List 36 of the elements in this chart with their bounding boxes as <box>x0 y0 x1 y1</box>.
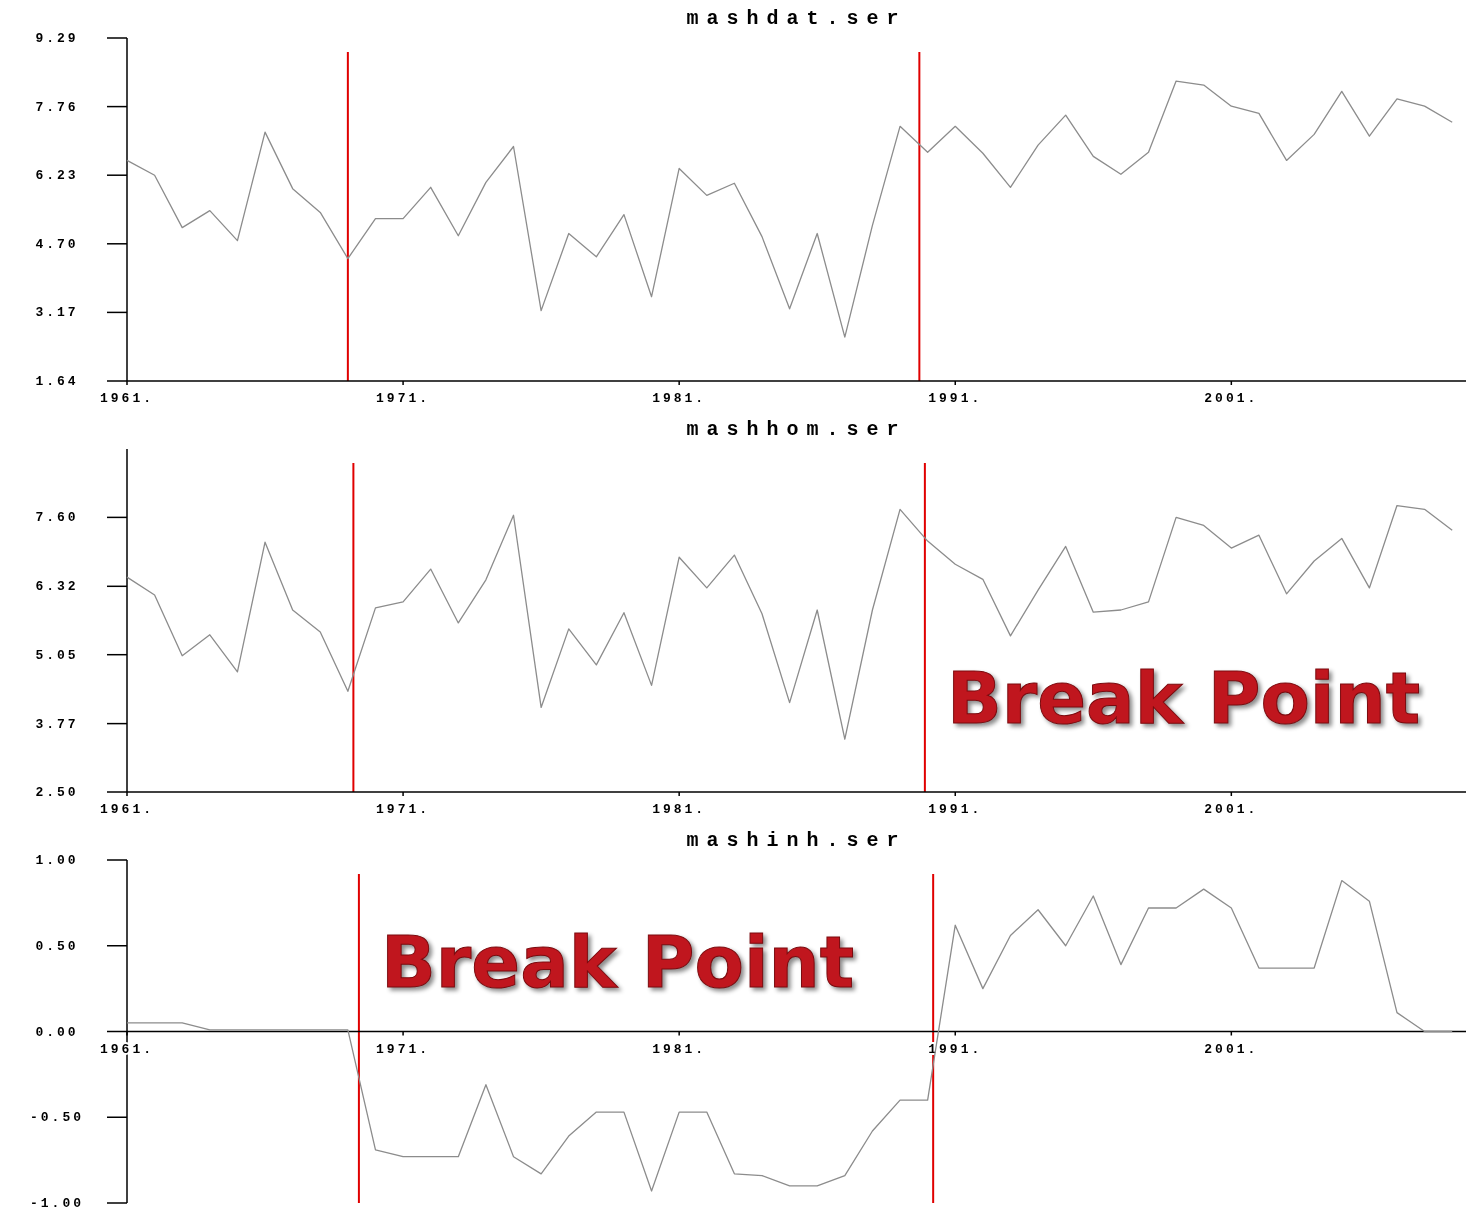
y-tick-label: 6.32 <box>35 579 79 595</box>
y-tick-label: -0.50 <box>29 1110 85 1126</box>
y-tick-label: 2.50 <box>35 785 79 800</box>
y-tick-label: 0.50 <box>35 938 79 954</box>
x-tick-label: 1971. <box>376 1041 431 1057</box>
x-tick-label: 2001. <box>1204 391 1259 406</box>
x-tick-label: 1991. <box>928 802 983 817</box>
y-tick-label: 3.17 <box>35 305 79 321</box>
line-series <box>126 80 1453 338</box>
y-tick-label: 6.23 <box>35 168 79 184</box>
x-tick-label: 1971. <box>376 391 431 406</box>
x-tick-label: 1981. <box>652 802 707 817</box>
x-tick-label: 2001. <box>1204 802 1259 817</box>
chart-title: mashhom.ser <box>686 418 907 441</box>
x-tick-label: 1991. <box>928 391 983 406</box>
ref-line-label: Break Point <box>380 919 855 1004</box>
x-tick-label: 1981. <box>652 1041 707 1057</box>
y-tick-label: 5.05 <box>35 647 79 663</box>
y-tick-label: 0.00 <box>35 1024 79 1040</box>
x-tick-label: 1971. <box>376 802 431 817</box>
y-tick-label: 1.00 <box>35 853 79 868</box>
y-tick-label: 9.29 <box>35 31 79 46</box>
y-tick-label: 7.76 <box>35 99 79 115</box>
y-tick-label: -1.00 <box>29 1196 85 1211</box>
y-tick-label: 3.77 <box>35 716 79 732</box>
chart-title: mashinh.ser <box>686 829 907 852</box>
y-tick-label: 7.60 <box>35 510 79 526</box>
chart-title: mashdat.ser <box>686 7 907 30</box>
x-tick-label: 1961. <box>99 391 155 406</box>
ref-line-label: Break Point <box>946 656 1421 741</box>
x-tick-label: 1961. <box>99 802 155 817</box>
y-tick-label: 1.64 <box>35 374 79 389</box>
line-series <box>126 504 1453 740</box>
y-tick-label: 4.70 <box>35 236 79 252</box>
x-tick-label: 1981. <box>652 391 707 406</box>
x-tick-label: 2001. <box>1204 1041 1259 1057</box>
